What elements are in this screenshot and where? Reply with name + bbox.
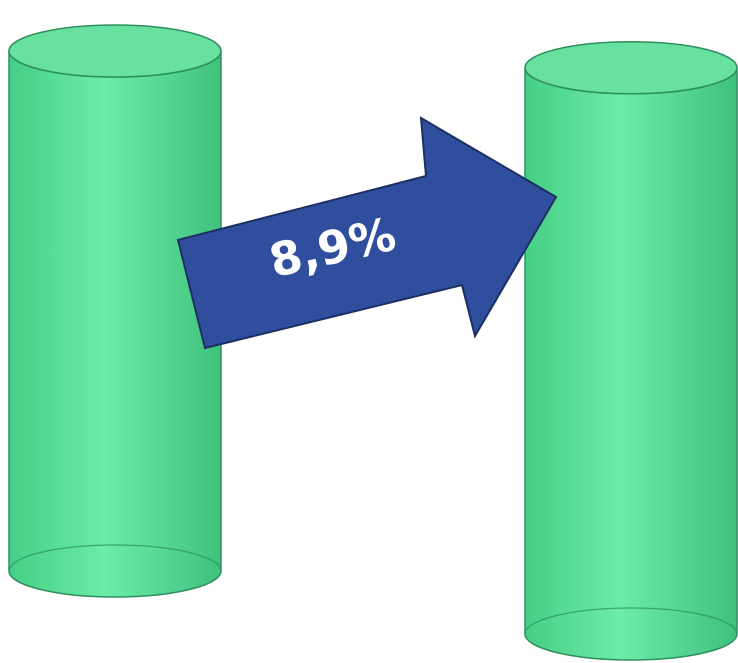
cylinder-1: [8, 24, 222, 598]
cylinder-2: [524, 40, 738, 661]
cylinder-2-body: [524, 67, 738, 661]
cylinder-1-body: [8, 50, 222, 598]
cylinder-1-top: [8, 24, 222, 78]
cylinder-2-top: [524, 40, 738, 95]
cylinder-1-base-back-edge: [8, 544, 222, 572]
arrow-right-icon: [176, 116, 558, 350]
growth-arrow: 8,9%: [176, 116, 558, 350]
cylinder-2-base-back-edge: [524, 607, 738, 635]
